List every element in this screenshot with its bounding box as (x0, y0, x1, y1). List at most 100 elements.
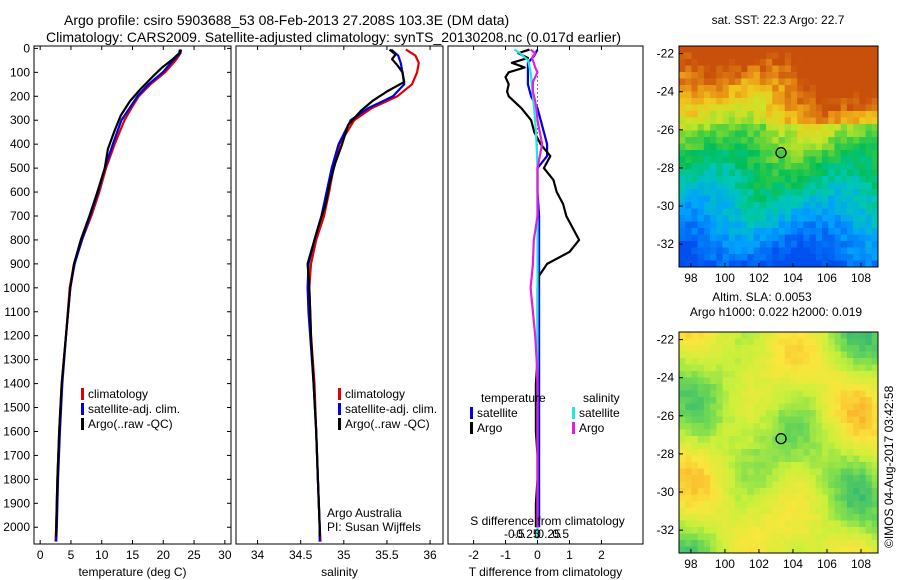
map-cell (759, 403, 767, 411)
map-cell (797, 403, 804, 411)
map-cell (716, 371, 724, 379)
map-cell (803, 163, 811, 171)
map-cell (697, 46, 705, 54)
map-cell (697, 195, 705, 203)
map-cell (722, 208, 730, 216)
map-cell (710, 111, 717, 119)
map-cell (685, 143, 693, 151)
map-cell (759, 137, 767, 145)
map-cell (865, 130, 873, 138)
map-cell (685, 501, 693, 509)
map-cell (772, 221, 780, 229)
map-cell (834, 410, 842, 418)
map-cell (679, 150, 686, 158)
map-cell (803, 481, 811, 489)
map-cell (778, 65, 786, 73)
map-cell (846, 410, 854, 418)
map-cell (679, 137, 686, 145)
map-cell (797, 98, 804, 106)
map-cell (828, 182, 836, 190)
map-cell (815, 137, 823, 145)
map-cell (741, 156, 749, 164)
map-cell (728, 390, 736, 398)
map-cell (834, 228, 842, 236)
map-cell (797, 78, 804, 86)
map-cell (728, 156, 736, 164)
map-cell (828, 221, 836, 229)
map-cell (766, 351, 773, 359)
map-cell (846, 215, 854, 223)
map-cell (734, 117, 742, 125)
series-line-t-argo (504, 48, 581, 528)
map-cell (741, 423, 749, 431)
map-cell (772, 403, 780, 411)
map-cell (679, 364, 686, 372)
map-cell (871, 137, 878, 145)
map-cell (716, 377, 724, 385)
map-cell (766, 150, 773, 158)
map-cell (759, 46, 767, 54)
map-cell (871, 59, 878, 67)
map-cell (784, 416, 792, 424)
map-cell (784, 507, 792, 515)
map-cell (741, 65, 749, 73)
map-cell (853, 130, 860, 138)
map-y-tick-label: -32 (657, 523, 675, 537)
map-cell (865, 91, 873, 99)
legend-label: Argo (579, 421, 605, 435)
map-cell (778, 202, 786, 210)
map-cell (803, 377, 811, 385)
map-cell (840, 540, 848, 548)
map-cell (722, 501, 730, 509)
map-cell (703, 423, 711, 431)
map-cell (784, 104, 792, 112)
map-cell (685, 358, 693, 366)
map-cell (703, 137, 711, 145)
map-cell (710, 397, 717, 405)
map-cell (703, 410, 711, 418)
map-cell (809, 351, 817, 359)
map-cell (853, 501, 860, 509)
map-cell (790, 371, 798, 379)
map-cell (871, 182, 878, 190)
map-cell (747, 46, 755, 54)
map-cell (772, 423, 780, 431)
map-cell (865, 494, 873, 502)
map-cell (703, 124, 711, 132)
x-tick-label: 34 (251, 548, 265, 562)
y-tick-label: 1100 (4, 305, 30, 319)
map-cell (691, 98, 699, 106)
map-cell (840, 202, 848, 210)
map-cell (840, 104, 848, 112)
map-cell (728, 78, 736, 86)
map-cell (691, 104, 699, 112)
map-cell (685, 338, 693, 346)
map-cell (703, 527, 711, 535)
map-cell (846, 520, 854, 528)
map-cell (797, 169, 804, 177)
map-cell (822, 65, 829, 73)
map-cell (871, 241, 878, 249)
map-cell (753, 449, 761, 457)
map-cell (747, 176, 755, 184)
map-cell (679, 215, 686, 223)
map-cell (828, 475, 836, 483)
map-cell (703, 143, 711, 151)
map-cell (803, 46, 811, 54)
map-cell (728, 52, 736, 60)
map-cell (716, 104, 724, 112)
map-cell (815, 429, 823, 437)
map-cell (716, 332, 724, 340)
legend-header: salinity (583, 391, 620, 405)
map-cell (778, 520, 786, 528)
map-cell (803, 143, 811, 151)
map-cell (834, 117, 842, 125)
map-cell (815, 150, 823, 158)
map-cell (778, 85, 786, 93)
x-tick-label: 15 (126, 548, 140, 562)
map-cell (741, 150, 749, 158)
map-cell (703, 514, 711, 522)
map-cell (703, 377, 711, 385)
map-cell (734, 169, 742, 177)
map-cell (834, 338, 842, 346)
